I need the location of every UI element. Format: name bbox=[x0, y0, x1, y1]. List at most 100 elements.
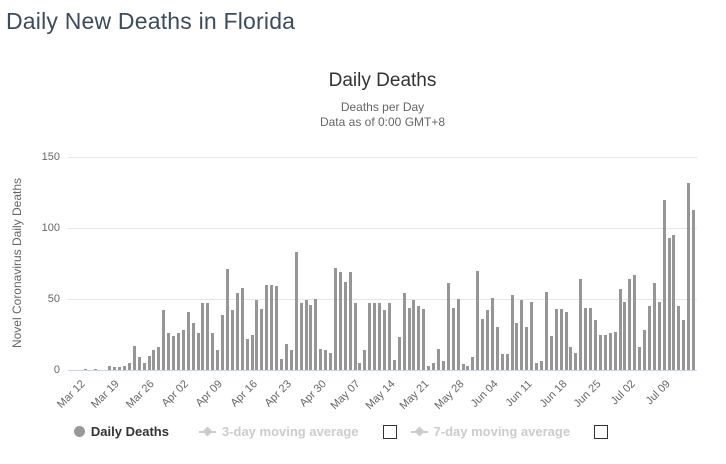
daily-deaths-bar[interactable] bbox=[201, 303, 205, 370]
legend-item-daily-deaths[interactable]: Daily Deaths bbox=[73, 424, 169, 439]
daily-deaths-bar[interactable] bbox=[613, 331, 617, 370]
daily-deaths-bar[interactable] bbox=[417, 306, 421, 370]
daily-deaths-bar[interactable] bbox=[412, 300, 416, 370]
daily-deaths-bar[interactable] bbox=[692, 209, 696, 370]
daily-deaths-bar[interactable] bbox=[368, 303, 372, 370]
daily-deaths-bar[interactable] bbox=[137, 357, 141, 370]
daily-deaths-bar[interactable] bbox=[279, 358, 283, 370]
daily-deaths-bar[interactable] bbox=[329, 352, 333, 370]
daily-deaths-bar[interactable] bbox=[441, 361, 445, 370]
daily-deaths-bar[interactable] bbox=[525, 327, 529, 370]
daily-deaths-bar[interactable] bbox=[392, 360, 396, 370]
daily-deaths-bar[interactable] bbox=[132, 345, 136, 370]
daily-deaths-bar[interactable] bbox=[284, 344, 288, 370]
daily-deaths-bar[interactable] bbox=[338, 272, 342, 370]
daily-deaths-bar[interactable] bbox=[535, 362, 539, 370]
daily-deaths-bar[interactable] bbox=[623, 301, 627, 370]
daily-deaths-bar[interactable] bbox=[324, 350, 328, 370]
daily-deaths-bar[interactable] bbox=[343, 281, 347, 370]
daily-deaths-bar[interactable] bbox=[481, 318, 485, 370]
daily-deaths-bar[interactable] bbox=[530, 301, 534, 370]
daily-deaths-bar[interactable] bbox=[422, 308, 426, 370]
daily-deaths-bar[interactable] bbox=[682, 320, 686, 370]
daily-deaths-bar[interactable] bbox=[486, 310, 490, 370]
daily-deaths-bar[interactable] bbox=[270, 284, 274, 370]
daily-deaths-bar[interactable] bbox=[122, 365, 126, 370]
daily-deaths-bar[interactable] bbox=[378, 303, 382, 370]
daily-deaths-bar[interactable] bbox=[348, 272, 352, 370]
daily-deaths-bar[interactable] bbox=[633, 274, 637, 370]
daily-deaths-bar[interactable] bbox=[471, 357, 475, 370]
daily-deaths-bar[interactable] bbox=[598, 334, 602, 370]
daily-deaths-bar[interactable] bbox=[672, 235, 676, 370]
daily-deaths-bar[interactable] bbox=[304, 300, 308, 370]
daily-deaths-bar[interactable] bbox=[603, 334, 607, 370]
daily-deaths-bar[interactable] bbox=[181, 330, 185, 370]
daily-deaths-bar[interactable] bbox=[289, 350, 293, 370]
daily-deaths-bar[interactable] bbox=[677, 306, 681, 370]
daily-deaths-bar[interactable] bbox=[191, 323, 195, 370]
daily-deaths-bar[interactable] bbox=[226, 269, 229, 370]
daily-deaths-bar[interactable] bbox=[559, 308, 563, 370]
daily-deaths-bar[interactable] bbox=[456, 299, 460, 370]
daily-deaths-bar[interactable] bbox=[127, 362, 131, 370]
daily-deaths-bar[interactable] bbox=[260, 308, 264, 370]
daily-deaths-bar[interactable] bbox=[196, 333, 200, 370]
legend-item-7-day-moving-average[interactable]: 7-day moving average bbox=[410, 424, 570, 439]
daily-deaths-bar[interactable] bbox=[638, 347, 642, 370]
daily-deaths-bar[interactable] bbox=[628, 279, 632, 370]
daily-deaths-bar[interactable] bbox=[294, 252, 298, 370]
daily-deaths-bar[interactable] bbox=[142, 362, 146, 370]
daily-deaths-bar[interactable] bbox=[608, 333, 612, 370]
daily-deaths-bar[interactable] bbox=[476, 270, 480, 370]
daily-deaths-bar[interactable] bbox=[667, 237, 671, 370]
daily-deaths-bar[interactable] bbox=[402, 293, 406, 370]
daily-deaths-bar[interactable] bbox=[407, 307, 411, 370]
daily-deaths-bar[interactable] bbox=[108, 365, 112, 370]
daily-deaths-bar[interactable] bbox=[544, 291, 548, 370]
daily-deaths-bar[interactable] bbox=[235, 293, 239, 370]
daily-deaths-bar[interactable] bbox=[118, 367, 122, 370]
daily-deaths-bar[interactable] bbox=[549, 335, 553, 370]
daily-deaths-bar[interactable] bbox=[230, 310, 234, 370]
daily-deaths-bar[interactable] bbox=[520, 300, 524, 370]
daily-deaths-bar[interactable] bbox=[333, 267, 337, 370]
daily-deaths-bar[interactable] bbox=[687, 182, 691, 370]
daily-deaths-bar[interactable] bbox=[652, 283, 656, 370]
daily-deaths-bar[interactable] bbox=[564, 311, 568, 370]
daily-deaths-bar[interactable] bbox=[461, 364, 465, 370]
daily-deaths-bar[interactable] bbox=[593, 320, 597, 370]
daily-deaths-bar[interactable] bbox=[216, 350, 220, 370]
daily-deaths-bar[interactable] bbox=[397, 337, 401, 370]
daily-deaths-bar[interactable] bbox=[83, 368, 87, 370]
daily-deaths-bar[interactable] bbox=[647, 306, 651, 370]
daily-deaths-bar[interactable] bbox=[436, 348, 440, 370]
daily-deaths-bar[interactable] bbox=[662, 199, 666, 370]
daily-deaths-bar[interactable] bbox=[584, 307, 588, 370]
daily-deaths-bar[interactable] bbox=[427, 365, 431, 370]
daily-deaths-bar[interactable] bbox=[167, 333, 171, 370]
daily-deaths-bar[interactable] bbox=[574, 352, 578, 370]
daily-deaths-bar[interactable] bbox=[500, 354, 504, 370]
daily-deaths-bar[interactable] bbox=[554, 308, 558, 370]
daily-deaths-bar[interactable] bbox=[245, 338, 249, 370]
daily-deaths-bar[interactable] bbox=[373, 303, 377, 370]
daily-deaths-bar[interactable] bbox=[510, 294, 514, 370]
daily-deaths-bar[interactable] bbox=[505, 354, 509, 370]
daily-deaths-bar[interactable] bbox=[363, 350, 367, 370]
daily-deaths-bar[interactable] bbox=[495, 327, 499, 370]
legend-item-3-day-moving-average[interactable]: 3-day moving average bbox=[198, 424, 359, 439]
daily-deaths-bar[interactable] bbox=[446, 283, 450, 370]
daily-deaths-bar[interactable] bbox=[157, 347, 161, 370]
daily-deaths-bar[interactable] bbox=[176, 333, 180, 370]
daily-deaths-bar[interactable] bbox=[466, 365, 470, 370]
daily-deaths-bar[interactable] bbox=[451, 307, 455, 370]
daily-deaths-bar[interactable] bbox=[515, 323, 519, 370]
daily-deaths-bar[interactable] bbox=[113, 367, 117, 370]
daily-deaths-bar[interactable] bbox=[643, 330, 647, 370]
daily-deaths-bar[interactable] bbox=[579, 279, 583, 370]
daily-deaths-bar[interactable] bbox=[314, 299, 318, 370]
daily-deaths-bar[interactable] bbox=[93, 368, 97, 370]
daily-deaths-bar[interactable] bbox=[250, 334, 254, 370]
daily-deaths-bar[interactable] bbox=[172, 335, 176, 370]
